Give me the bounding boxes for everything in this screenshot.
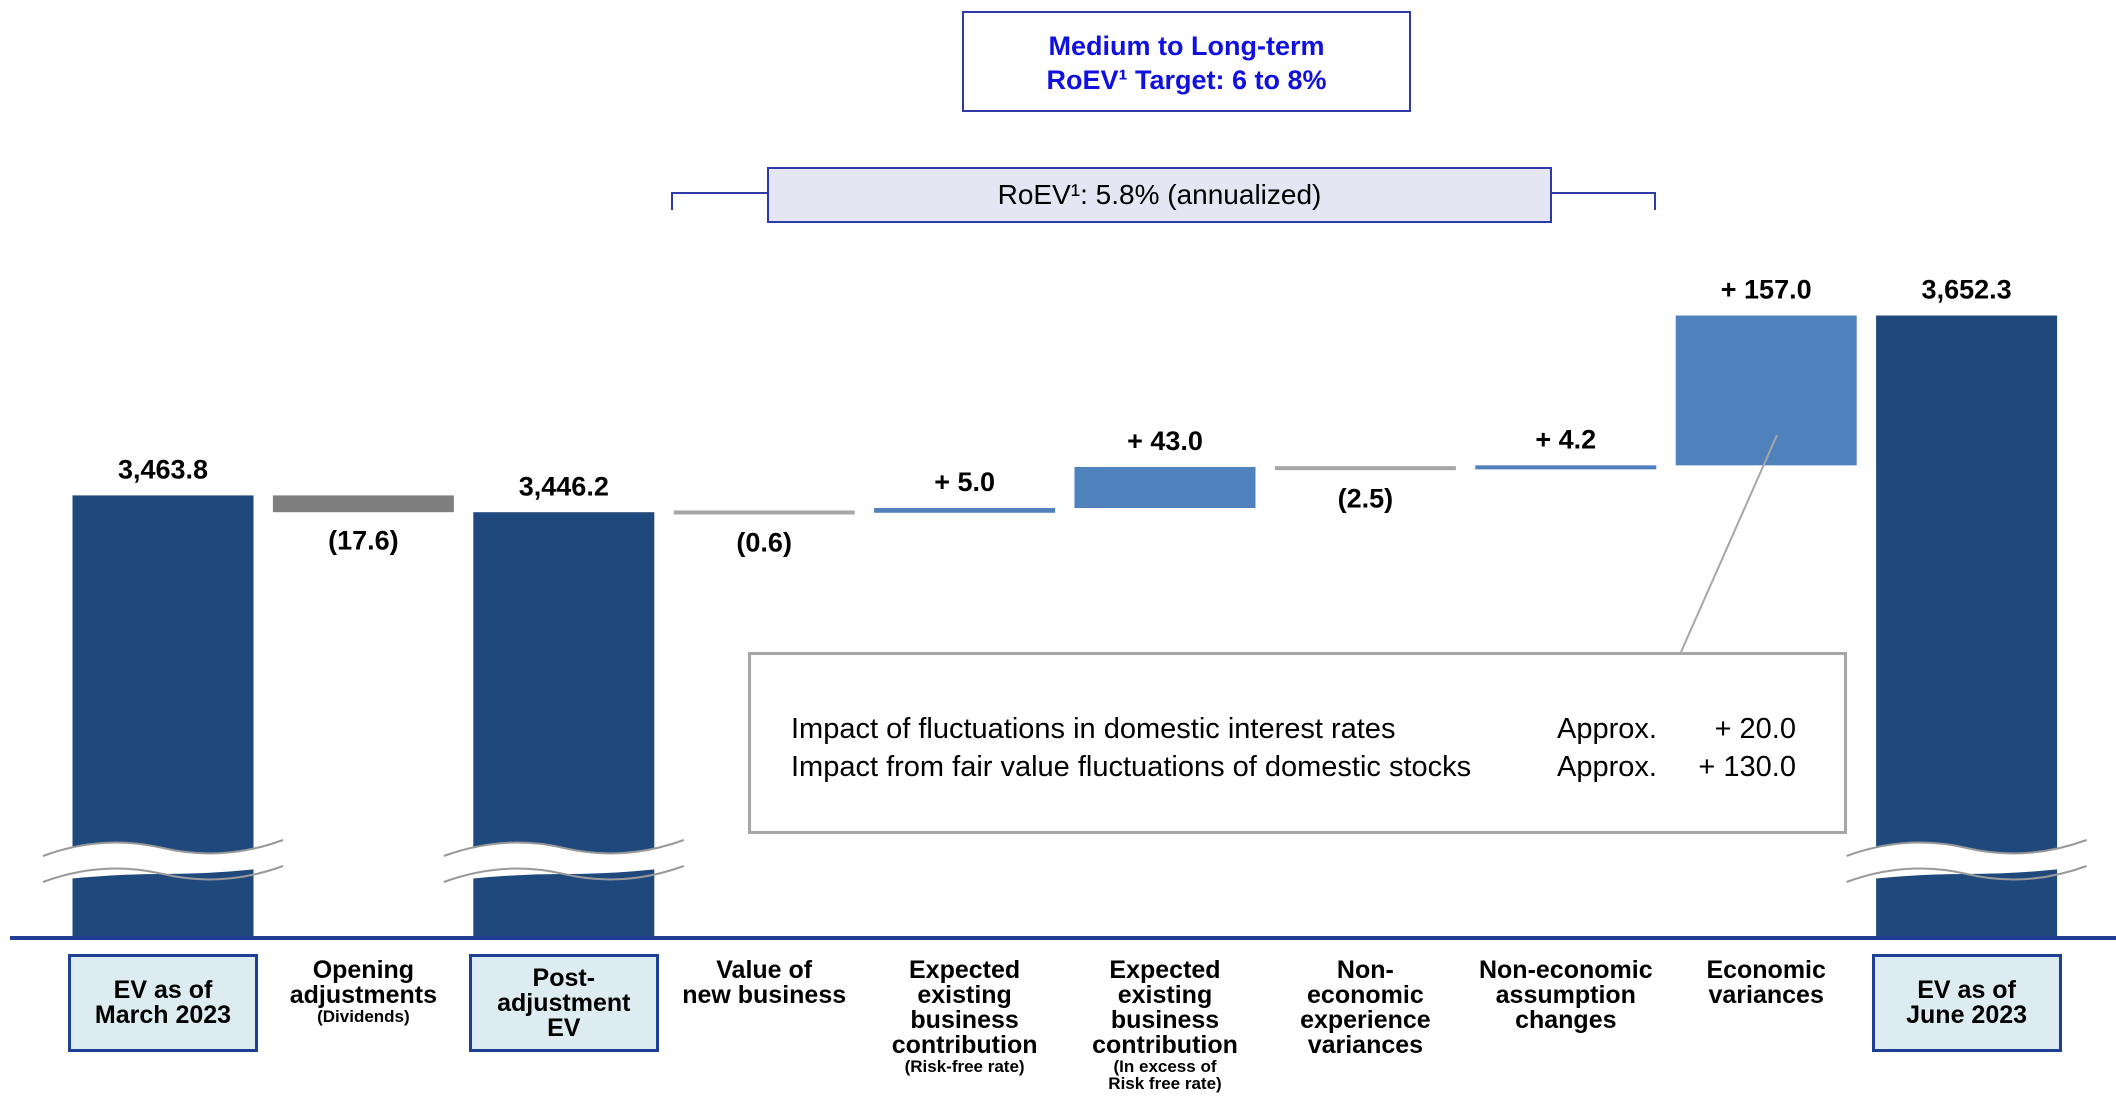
x-tick-label: EV as of March 2023	[68, 954, 258, 1052]
callout-text: Approx.	[1557, 751, 1657, 783]
value-label: (2.5)	[1338, 483, 1394, 513]
x-tick-label: EV as of June 2023	[1871, 954, 2062, 1052]
callout-value: + 20.0	[1714, 713, 1796, 745]
bracket	[671, 192, 1656, 210]
bar	[673, 510, 855, 515]
category-text: Expected existing business contribution	[1092, 956, 1238, 1059]
value-label: 3,463.8	[118, 455, 208, 485]
category-text: Post- adjustment EV	[497, 963, 631, 1042]
category-note: (Risk-free rate)	[904, 1057, 1025, 1076]
axis-break-line	[1846, 839, 2087, 883]
category-note: (In excess of Risk free rate)	[1108, 1057, 1222, 1093]
category-text: Non- economic experience variances	[1300, 956, 1431, 1059]
callout-text: Approx.	[1557, 713, 1657, 745]
x-tick-label: Non-economic assumption changes	[1471, 958, 1661, 1033]
bar	[1074, 466, 1256, 508]
bar	[874, 507, 1056, 513]
x-tick-label: Expected existing business contribution(…	[870, 956, 1060, 1076]
x-tick-label: Opening adjustments (Dividends)	[268, 956, 458, 1026]
category-text: EV as of March 2023	[94, 976, 232, 1029]
category-text: Opening adjustments	[289, 956, 438, 1009]
axis-break	[443, 840, 684, 882]
bar	[1274, 466, 1456, 471]
value-label: 3,446.2	[519, 471, 609, 501]
callout-text: Impact of fluctuations in domestic inter…	[791, 713, 1396, 745]
x-tick-label: Economic variances	[1671, 958, 1861, 1008]
bar	[272, 495, 454, 513]
value-label: + 43.0	[1127, 426, 1203, 456]
axis-break	[43, 840, 283, 882]
axis-break	[1846, 840, 2087, 882]
target-line: RoEV¹ Target: 6 to 8%	[1046, 65, 1327, 95]
target-line: Medium to Long-term	[1048, 31, 1325, 61]
callout-box: Impact of fluctuations in domestic inter…	[748, 652, 1847, 834]
value-label: (0.6)	[736, 528, 792, 558]
value-label: 3,652.3	[1922, 275, 2012, 305]
value-label: + 4.2	[1535, 424, 1596, 454]
value-label: (17.6)	[328, 525, 399, 555]
x-tick-label: Expected existing business contribution(…	[1070, 956, 1260, 1093]
category-text: Expected existing business contribution	[891, 956, 1038, 1059]
bar	[1475, 465, 1657, 470]
axis-break-line	[42, 839, 284, 883]
category-text: Non-economic assumption changes	[1478, 956, 1653, 1034]
bar	[1876, 315, 2058, 939]
x-tick-label: Value of new business	[669, 958, 859, 1008]
target-box: Medium to Long-term RoEV¹ Target: 6 to 8…	[962, 11, 1411, 112]
category-note: (Dividends)	[317, 1007, 410, 1026]
callout-text: Impact from fair value fluctuations of d…	[791, 751, 1472, 783]
category-text: EV as of June 2023	[1906, 976, 2028, 1029]
value-label: + 5.0	[934, 467, 995, 497]
value-label: + 157.0	[1721, 275, 1812, 305]
category-text: Value of new business	[682, 956, 847, 1009]
axis-break-line	[443, 839, 685, 883]
x-tick-label: Non- economic experience variances	[1270, 958, 1460, 1058]
x-tick-label: Post- adjustment EV	[468, 954, 659, 1052]
callout-leader	[1680, 434, 1778, 653]
bar	[1675, 315, 1857, 466]
roev-box: RoEV¹: 5.8% (annualized)	[767, 167, 1552, 223]
category-text: Economic variances	[1706, 956, 1826, 1009]
callout-value: + 130.0	[1698, 751, 1796, 783]
